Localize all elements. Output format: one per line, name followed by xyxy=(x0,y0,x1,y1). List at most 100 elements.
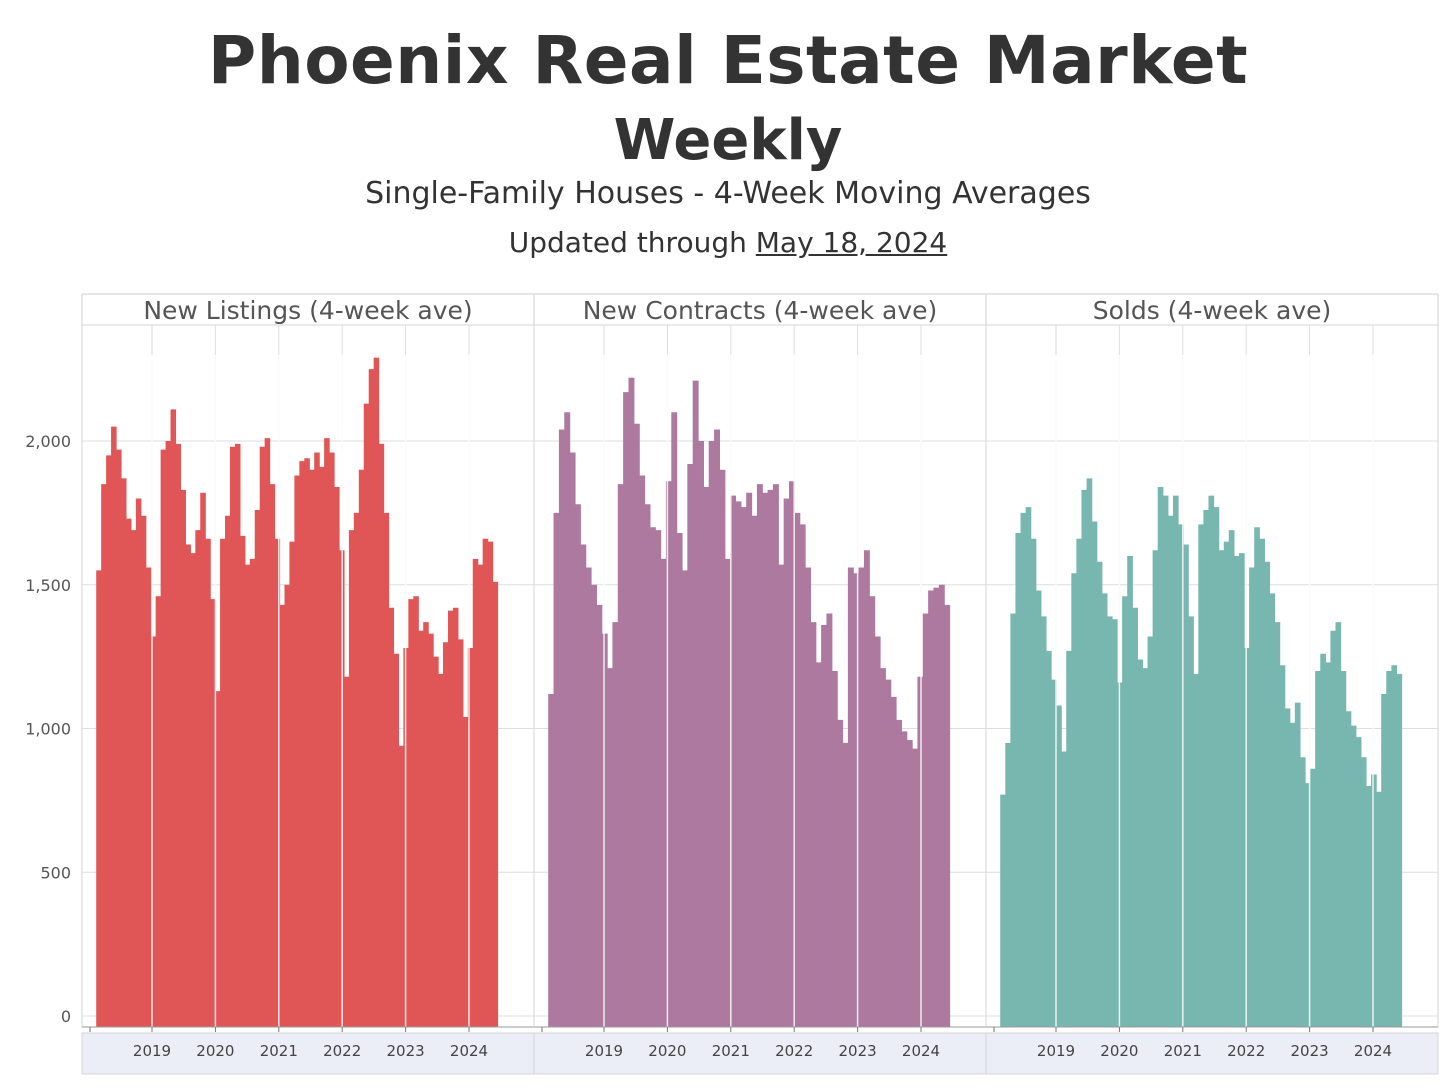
new-listings-bar xyxy=(125,518,132,1028)
new-listings-bar xyxy=(294,475,300,1027)
solds-bar xyxy=(1315,671,1321,1027)
y-tick-label: 500 xyxy=(40,863,71,882)
new-listings-bar xyxy=(457,639,464,1028)
new-listings-bar xyxy=(165,441,172,1027)
solds-bar xyxy=(1172,495,1179,1028)
new-contracts-bar xyxy=(548,694,555,1027)
solds-bar xyxy=(1213,507,1220,1028)
new-listings-bar xyxy=(234,443,241,1028)
new-listings-bar xyxy=(244,564,251,1028)
new-contracts-bar xyxy=(912,748,919,1028)
new-listings-bar xyxy=(329,452,335,1027)
new-contracts-bar xyxy=(778,564,785,1028)
new-listings-bar xyxy=(185,544,191,1027)
new-listings-bar xyxy=(334,487,340,1027)
solds-bar xyxy=(1376,791,1382,1027)
new-listings-bar xyxy=(145,567,152,1027)
new-contracts-bar xyxy=(649,527,656,1027)
new-contracts-bar xyxy=(639,475,646,1027)
new-contracts-panel-title: New Contracts (4-week ave) xyxy=(583,296,938,325)
new-contracts-bar xyxy=(564,412,571,1027)
solds-bar xyxy=(1020,512,1027,1028)
new-listings-bar xyxy=(423,622,429,1028)
new-contracts-bar xyxy=(617,484,624,1028)
solds-bar xyxy=(1218,550,1225,1027)
solds-bar xyxy=(1355,737,1362,1028)
solds-bar xyxy=(1381,694,1387,1027)
new-listings-bar xyxy=(378,443,385,1028)
solds-bar xyxy=(1010,613,1017,1027)
new-listings-x-tick-label: 2021 xyxy=(260,1042,298,1060)
new-contracts-bar xyxy=(874,636,881,1027)
solds-panel-title: Solds (4-week ave) xyxy=(1093,296,1332,325)
solds-bar xyxy=(1320,653,1326,1027)
new-contracts-bar xyxy=(928,590,935,1027)
new-listings-bar xyxy=(101,484,107,1028)
new-contracts-bar xyxy=(665,481,672,1027)
solds-bar xyxy=(1335,622,1342,1028)
new-listings-bar xyxy=(487,541,494,1028)
new-listings-bar xyxy=(343,676,350,1027)
new-contracts-bar xyxy=(708,441,715,1027)
new-contracts-bar xyxy=(703,487,710,1027)
new-contracts-bar xyxy=(922,613,929,1027)
solds-bar xyxy=(1111,619,1118,1027)
solds-bar xyxy=(1294,702,1301,1028)
new-contracts-bar xyxy=(751,515,758,1027)
solds-x-tick-label: 2024 xyxy=(1354,1042,1392,1060)
y-tick-label: 1,500 xyxy=(25,576,71,595)
solds-bar xyxy=(1106,616,1113,1028)
new-listings-bar xyxy=(319,466,325,1028)
solds-bar xyxy=(1101,593,1108,1028)
updated-prefix: Updated through xyxy=(508,226,756,259)
new-contracts-x-tick-label: 2021 xyxy=(712,1042,750,1060)
new-listings-bar xyxy=(472,558,479,1028)
solds-bar xyxy=(1152,550,1159,1027)
new-contracts-bar xyxy=(660,558,667,1028)
new-contracts-bar xyxy=(580,544,587,1027)
new-listings-bar xyxy=(398,745,404,1027)
new-contracts-bar xyxy=(740,507,747,1028)
new-listings-bar xyxy=(155,596,162,1027)
solds-bar xyxy=(1223,541,1230,1028)
new-contracts-bar xyxy=(746,492,753,1027)
new-listings-bar xyxy=(190,553,196,1028)
new-listings-bar xyxy=(210,599,216,1028)
new-listings-bar xyxy=(259,446,266,1027)
new-contracts-panel: New Contracts (4-week ave) 2019 2020 2021 20… xyxy=(533,293,987,1075)
solds-bar xyxy=(1325,662,1332,1028)
solds-bar xyxy=(1228,530,1235,1028)
new-contracts-bar xyxy=(719,469,726,1027)
solds-bar xyxy=(1015,533,1022,1027)
new-listings-bar xyxy=(309,469,315,1027)
new-listings-bar xyxy=(393,653,400,1027)
new-listings-bar xyxy=(363,403,370,1028)
new-listings-x-tick-label: 2020 xyxy=(196,1042,234,1060)
solds-bar xyxy=(1056,705,1062,1027)
new-contracts-bar xyxy=(671,412,678,1027)
new-contracts-bar xyxy=(826,613,833,1027)
new-contracts-bar xyxy=(676,533,683,1027)
new-listings-bar xyxy=(373,357,380,1028)
new-listings-bar xyxy=(299,461,305,1028)
new-listings-x-tick-label: 2022 xyxy=(323,1042,361,1060)
new-contracts-bar xyxy=(553,512,560,1028)
new-listings-bar xyxy=(205,538,211,1027)
new-listings-bar xyxy=(413,596,419,1027)
new-contracts-bar xyxy=(596,604,603,1028)
solds-bar xyxy=(1203,510,1210,1027)
new-contracts-x-tick-label: 2023 xyxy=(839,1042,877,1060)
solds-bar xyxy=(1198,524,1205,1028)
new-contracts-bar xyxy=(789,481,795,1027)
new-contracts-bar xyxy=(810,622,817,1028)
new-listings-bar xyxy=(150,636,157,1027)
solds-bar xyxy=(1193,673,1199,1028)
new-contracts-bar xyxy=(644,504,651,1027)
solds-bar xyxy=(1061,751,1067,1027)
new-listings-bar xyxy=(195,530,201,1028)
solds-bar xyxy=(1340,671,1347,1027)
solds-bar xyxy=(1127,556,1133,1027)
new-listings-bar xyxy=(111,426,117,1028)
solds-bar xyxy=(1208,495,1215,1028)
